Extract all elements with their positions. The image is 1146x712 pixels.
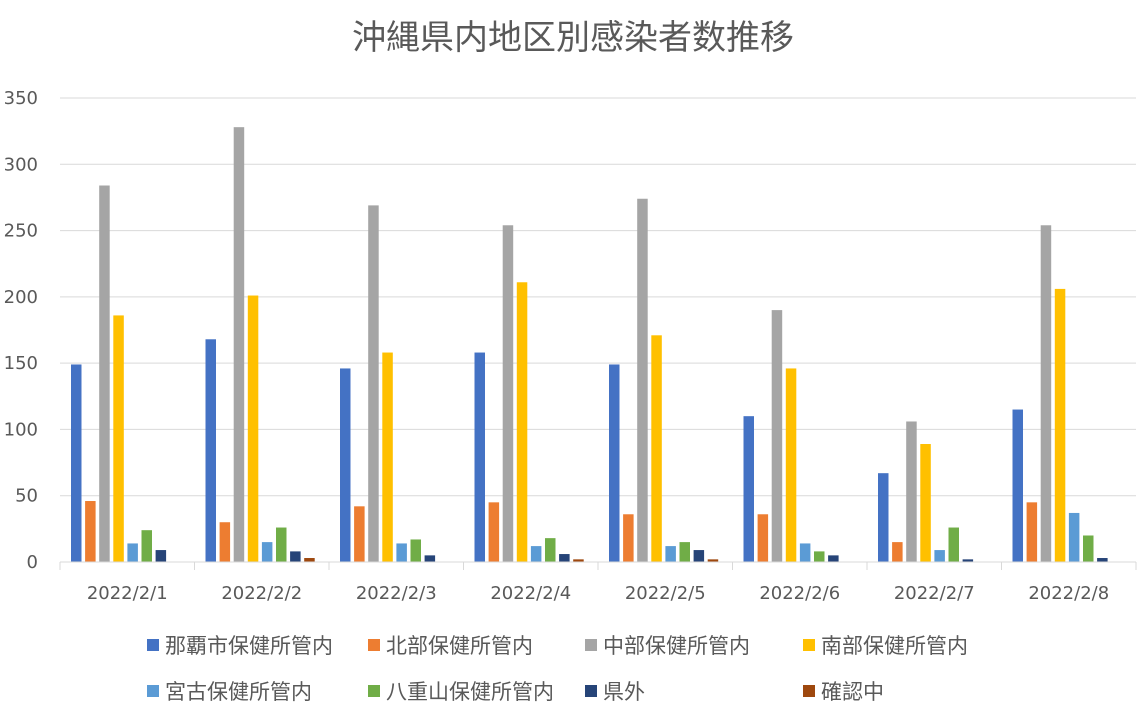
bar	[516, 282, 528, 562]
bar	[396, 543, 407, 562]
bar	[743, 416, 754, 562]
bar	[757, 514, 769, 562]
bar	[368, 205, 379, 562]
bar	[276, 527, 287, 562]
y-axis-ticks: 0 50 100 150 200 250 300 350	[4, 88, 38, 573]
x-tick-label: 2022/2/8	[1028, 583, 1109, 604]
bar	[948, 527, 959, 562]
bar	[920, 444, 931, 562]
x-tick-label: 2022/2/1	[87, 583, 168, 604]
bar	[559, 554, 570, 562]
bar	[474, 352, 485, 562]
bars	[71, 127, 1108, 563]
bar	[1040, 225, 1052, 562]
x-axis-ticks: 2022/2/1 2022/2/2 2022/2/3 2022/2/4 2022/2/5…	[59, 561, 1137, 604]
bar	[679, 542, 690, 562]
bar	[410, 539, 421, 562]
bar	[892, 542, 903, 562]
y-tick-label: 150	[4, 353, 38, 374]
y-tick-label: 350	[4, 88, 38, 109]
gridlines	[60, 97, 1136, 563]
bar	[1083, 535, 1094, 562]
bar	[771, 310, 783, 562]
x-tick-label: 2022/2/5	[625, 583, 706, 604]
bar	[99, 185, 110, 562]
x-tick-label: 2022/2/6	[759, 583, 840, 604]
y-tick-label: 0	[27, 552, 38, 573]
bar	[85, 501, 96, 562]
bar	[261, 542, 273, 562]
x-tick-label: 2022/2/2	[221, 583, 302, 604]
x-tick-label: 2022/2/3	[356, 583, 437, 604]
bar	[665, 546, 676, 562]
bar	[113, 315, 124, 562]
y-tick-label: 50	[15, 486, 38, 507]
bar	[424, 555, 436, 562]
bar	[247, 295, 259, 562]
bar	[707, 559, 719, 562]
x-tick-label: 2022/2/4	[490, 583, 571, 604]
bar	[304, 558, 315, 562]
bar	[573, 559, 584, 562]
bar	[155, 550, 167, 562]
y-tick-label: 300	[4, 154, 38, 175]
bar	[637, 198, 648, 562]
bar	[382, 352, 393, 562]
bar	[799, 543, 811, 562]
bar	[141, 530, 152, 562]
bar	[488, 502, 500, 562]
bar	[354, 506, 365, 562]
bar	[340, 368, 351, 562]
bar	[233, 127, 245, 563]
bar	[785, 368, 797, 562]
bar	[1012, 409, 1023, 562]
bar	[623, 514, 634, 562]
bar	[502, 225, 514, 562]
bar	[71, 364, 82, 562]
bar	[545, 538, 556, 562]
bar	[290, 551, 301, 562]
bar	[1068, 512, 1080, 562]
bar	[814, 551, 825, 562]
chart-title: 沖縄県内地区別感染者数推移	[352, 18, 794, 58]
y-tick-label: 200	[4, 287, 38, 308]
bar	[609, 364, 620, 562]
y-tick-label: 100	[4, 419, 38, 440]
bar	[962, 559, 974, 562]
bar	[1054, 288, 1066, 562]
bar	[878, 473, 889, 562]
bar	[934, 550, 945, 562]
bar	[530, 546, 542, 562]
bar	[205, 339, 216, 562]
bar	[1026, 502, 1038, 562]
y-tick-label: 250	[4, 221, 38, 242]
bar	[651, 335, 662, 562]
bar	[828, 555, 839, 562]
x-tick-label: 2022/2/7	[894, 583, 975, 604]
bar	[1097, 558, 1108, 562]
bar	[906, 421, 917, 562]
bar	[693, 550, 705, 562]
bar	[219, 522, 231, 562]
bar	[127, 543, 138, 562]
